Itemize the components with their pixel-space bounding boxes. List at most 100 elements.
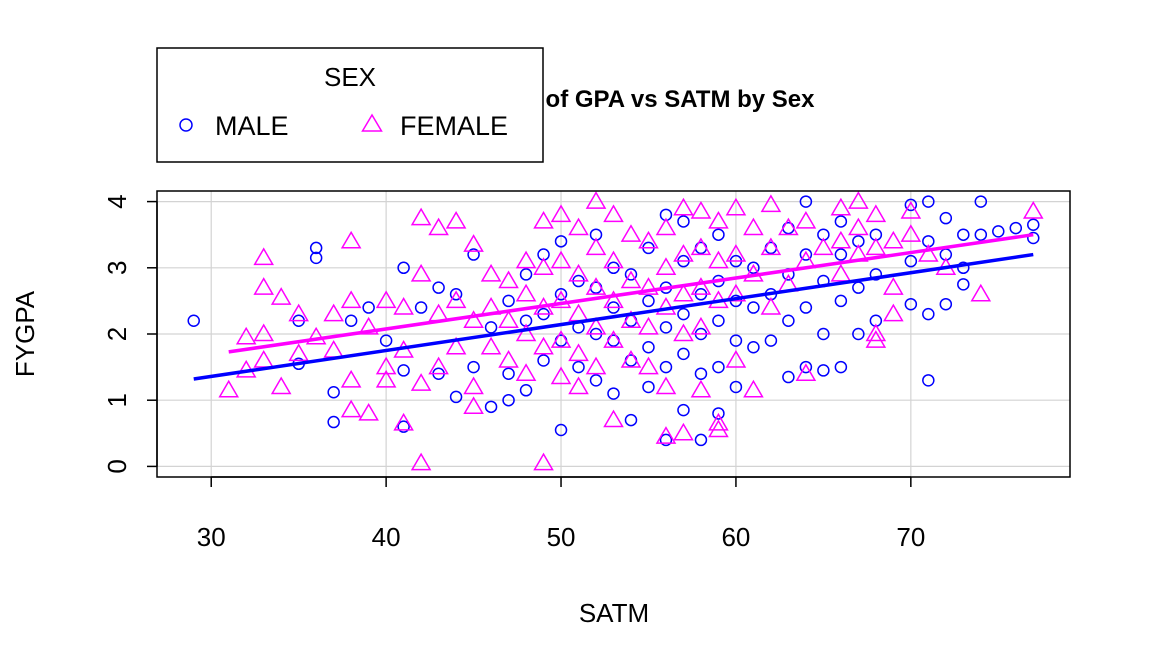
female-point	[235, 326, 257, 345]
female-point	[848, 191, 869, 209]
regression-lines	[193, 232, 1034, 381]
male-point	[729, 334, 743, 347]
male-point	[519, 268, 533, 281]
female-point	[690, 316, 712, 335]
female-point	[585, 237, 607, 256]
female-point	[778, 217, 799, 236]
female-point	[463, 396, 484, 415]
female-point	[480, 263, 502, 282]
female-point	[900, 224, 922, 242]
male-point	[467, 360, 480, 374]
male-point	[869, 268, 883, 281]
female-point	[340, 290, 362, 309]
male-point	[659, 360, 673, 374]
female-point	[568, 263, 589, 282]
male-point	[449, 390, 463, 404]
female-point	[725, 244, 747, 262]
male-point	[782, 314, 795, 328]
female-point	[900, 201, 922, 219]
male-point	[939, 297, 953, 311]
male-point	[677, 215, 690, 228]
x-tick-label: 30	[197, 522, 226, 552]
male-point	[922, 307, 935, 321]
male-point	[659, 433, 673, 447]
female-point	[463, 234, 484, 252]
female-point	[760, 297, 782, 315]
male-point	[799, 248, 813, 261]
male-point	[309, 241, 323, 255]
female-point	[218, 379, 240, 398]
male-point	[1009, 221, 1023, 235]
female-point	[253, 247, 274, 266]
male-point	[747, 301, 760, 314]
male-point	[572, 360, 585, 374]
female-point	[270, 287, 292, 305]
male-point	[397, 261, 410, 275]
male-point	[747, 261, 760, 275]
female-point	[620, 349, 642, 368]
female-point	[568, 343, 589, 362]
male-point	[764, 334, 778, 347]
male-point	[904, 198, 918, 212]
female-point	[358, 402, 379, 421]
male-point	[957, 278, 970, 291]
male-point	[607, 387, 620, 400]
female-point	[340, 369, 362, 388]
female-point	[410, 263, 432, 282]
female-point	[708, 412, 729, 431]
male-point	[467, 248, 480, 261]
female-point	[340, 399, 362, 418]
male-point	[799, 195, 813, 208]
male-point	[309, 251, 323, 265]
male-point	[327, 415, 340, 429]
male-point	[414, 301, 428, 314]
y-axis: 0 1 2 3 4	[102, 194, 158, 474]
legend-entry-male: MALE	[179, 111, 289, 141]
male-point	[1027, 218, 1040, 232]
female-point	[288, 343, 309, 362]
female-point	[760, 237, 782, 256]
female-point	[813, 237, 834, 256]
female-point	[568, 376, 589, 395]
female-point	[393, 412, 414, 431]
male-point	[502, 393, 515, 407]
female-point	[428, 356, 449, 375]
legend: SEX MALE FEMALE	[156, 47, 544, 163]
female-point	[445, 336, 467, 355]
male-point	[782, 370, 795, 384]
male-point	[519, 384, 533, 397]
male-point	[712, 407, 725, 420]
male-point	[589, 374, 603, 387]
legend-female-label: FEMALE	[400, 111, 508, 141]
female-point	[830, 197, 852, 216]
legend-box	[156, 47, 544, 163]
female-point	[480, 336, 502, 355]
female-point	[498, 349, 519, 368]
grid-lines	[157, 191, 1070, 477]
male-point	[904, 254, 918, 268]
male-point	[554, 423, 568, 437]
female-point	[375, 369, 397, 388]
female-point	[690, 237, 712, 256]
male-point	[537, 354, 550, 367]
x-tick-label: 40	[372, 522, 401, 552]
female-point	[568, 217, 589, 236]
male-point	[922, 195, 935, 208]
male-point	[712, 228, 725, 241]
male-point	[817, 327, 830, 341]
male-point	[834, 215, 848, 228]
male-point	[694, 367, 708, 380]
female-point	[638, 316, 659, 335]
legend-male-marker	[179, 118, 193, 132]
female-point	[585, 356, 607, 375]
x-tick-label: 70	[896, 522, 925, 552]
female-point	[253, 277, 274, 295]
female-point	[603, 409, 624, 428]
female-point	[865, 330, 887, 348]
female-point	[708, 419, 729, 438]
female-point	[655, 257, 677, 276]
female-point	[533, 452, 554, 471]
female-point	[725, 283, 747, 302]
male-point	[624, 413, 638, 427]
